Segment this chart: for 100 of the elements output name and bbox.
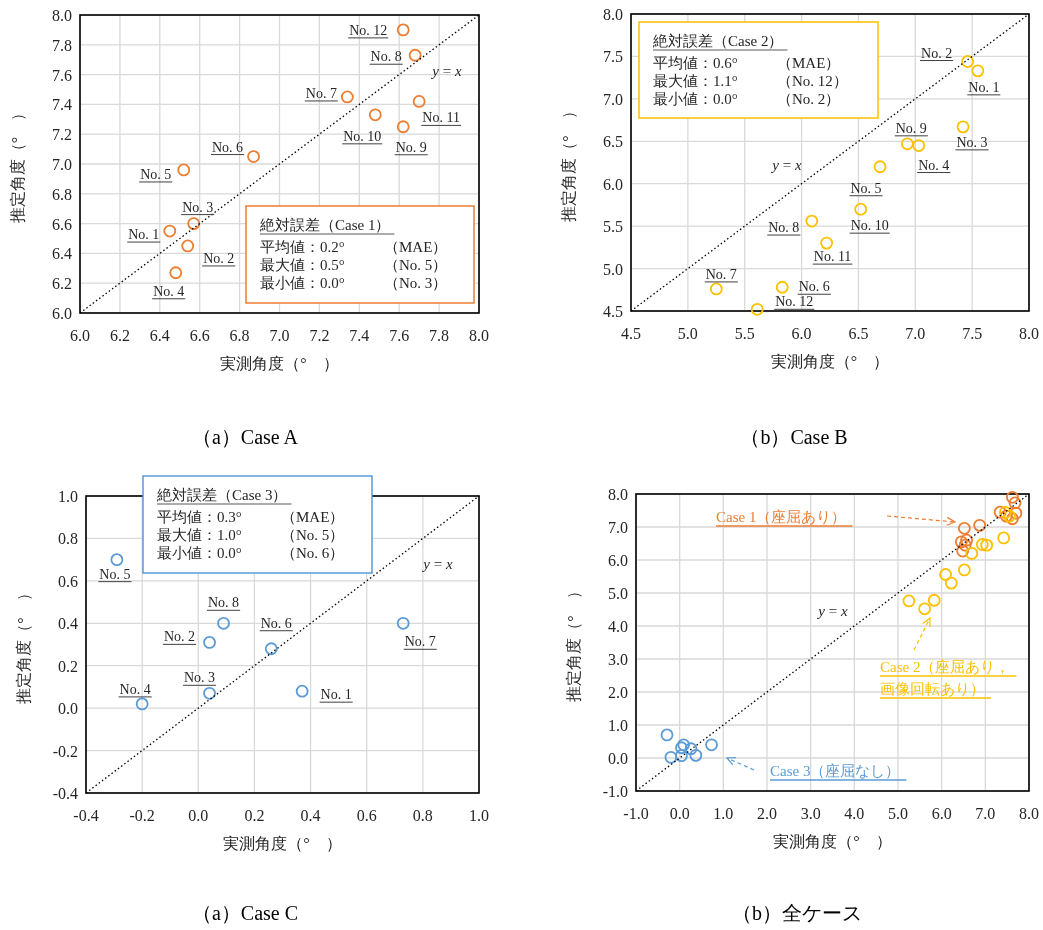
x-tick-label: -0.4 — [73, 807, 99, 824]
x-axis-title: 実測角度（° ） — [223, 835, 342, 852]
text: Case 1（座屈あり） — [716, 509, 847, 525]
y-axis-title: 推定角度（° ） — [9, 104, 26, 224]
text: 最小値：0.0° （No. 2） — [653, 91, 841, 107]
x-tick-label: 5.0 — [677, 325, 698, 342]
annotation: No. 2 — [921, 45, 953, 61]
y-tick-label: 0.0 — [608, 750, 628, 767]
annotation: No. 9 — [895, 120, 927, 136]
text: 平均値：0.2° （MAE） — [260, 239, 448, 255]
annotation: 絶対誤差（Case 2） — [652, 33, 784, 49]
x-tick-label: 8.0 — [1019, 805, 1039, 822]
text: （a）Case A — [191, 426, 299, 448]
y-tick-label: 2.0 — [608, 684, 628, 701]
y-tick-label: 6.4 — [52, 245, 72, 263]
x-tick-label: -1.0 — [623, 805, 649, 822]
text: Case 2（座屈あり，画像回転あり） — [880, 659, 1011, 697]
y-tick-label: 7.0 — [603, 90, 623, 108]
x-tick-label: 6.5 — [848, 325, 869, 342]
y-tick-label: 0.8 — [58, 530, 78, 548]
x-tick-label: 7.2 — [309, 327, 330, 344]
y-tick-label: 5.0 — [603, 260, 623, 278]
y-tick-label: 6.6 — [52, 215, 72, 233]
text: （a）Case C — [191, 902, 299, 924]
text: 最大値：1.1° （No. 12） — [653, 73, 848, 89]
x-axis-title: 実測角度（° ） — [773, 833, 892, 850]
y-axis-title: 推定角度（° ） — [15, 585, 32, 704]
y-tick-label: -0.4 — [52, 785, 78, 802]
annotation: No. 5 — [140, 166, 172, 182]
y-tick-label: 7.4 — [52, 96, 72, 114]
x-tick-label: 7.6 — [389, 327, 410, 344]
annotation: No. 12 — [349, 22, 388, 38]
text: 最小値：0.0° （No. 6） — [157, 545, 345, 561]
x-tick-label: 7.0 — [905, 325, 926, 342]
x-tick-label: 7.5 — [962, 325, 983, 342]
series-label: y = x — [816, 603, 848, 619]
x-tick-label: 0.2 — [244, 807, 265, 824]
y-tick-label: 6.0 — [608, 552, 628, 569]
y-tick-label: 8.0 — [603, 6, 623, 23]
annotation: No. 7 — [705, 266, 737, 282]
annotation: No. 7 — [305, 85, 337, 101]
series-label: y = x — [421, 556, 453, 572]
y-tick-label: 6.0 — [52, 305, 72, 322]
x-axis-title: 実測角度（° ） — [220, 355, 339, 372]
y-tick-label: 8.0 — [52, 7, 72, 24]
annotation: No. 8 — [768, 220, 800, 236]
x-tick-label: 0.0 — [188, 807, 209, 824]
x-tick-label: 7.0 — [975, 805, 996, 822]
annotation: No. 5 — [99, 566, 131, 582]
y-tick-label: 0.2 — [58, 657, 78, 675]
x-tick-label: 4.0 — [844, 805, 865, 822]
x-tick-label: 5.5 — [734, 325, 755, 342]
y-tick-label: 6.8 — [52, 185, 72, 203]
x-tick-label: 7.4 — [349, 327, 370, 344]
y-tick-label: 1.0 — [608, 717, 628, 734]
annotation: No. 1 — [968, 79, 1000, 95]
x-tick-label: 5.0 — [888, 805, 908, 822]
annotation: 絶対誤差（Case 1） — [259, 217, 391, 233]
y-tick-label: 7.0 — [608, 519, 628, 536]
y-tick-label: 7.5 — [603, 48, 623, 66]
annotation: No. 4 — [153, 283, 185, 299]
y-axis-title: 推定角度（° ） — [560, 103, 577, 222]
y-tick-label: 5.0 — [608, 585, 628, 602]
x-tick-label: 6.4 — [149, 327, 170, 344]
y-tick-label: 7.0 — [52, 156, 72, 173]
y-tick-label: 5.5 — [603, 218, 623, 236]
annotation: No. 3 — [182, 199, 214, 215]
annotation: No. 1 — [320, 687, 352, 703]
annotation: No. 2 — [203, 250, 235, 266]
y-axis-title: 推定角度（° ） — [565, 583, 582, 702]
y-tick-label: 1.0 — [58, 488, 78, 505]
annotation: No. 1 — [128, 227, 160, 243]
x-tick-label: 4.5 — [621, 325, 641, 342]
y-tick-label: -1.0 — [602, 783, 628, 800]
x-tick-label: 6.8 — [229, 327, 250, 344]
x-tick-label: 7.8 — [429, 327, 450, 344]
y-tick-label: 0.0 — [58, 700, 78, 718]
annotation: No. 3 — [956, 134, 988, 150]
x-tick-label: 6.2 — [109, 327, 130, 344]
annotation: No. 6 — [798, 279, 830, 295]
y-tick-label: 6.2 — [52, 275, 72, 293]
annotation: No. 2 — [163, 629, 196, 645]
x-tick-label: 1.0 — [713, 805, 734, 822]
annotation: No. 5 — [850, 180, 882, 196]
x-tick-label: 1.0 — [469, 807, 489, 824]
text: 最小値：0.0° （No. 3） — [260, 275, 448, 291]
y-tick-label: 6.0 — [603, 175, 623, 193]
annotation: No. 8 — [207, 595, 240, 611]
annotation: No. 4 — [119, 681, 151, 697]
y-tick-label: 7.8 — [52, 36, 72, 54]
x-tick-label: 0.8 — [412, 807, 433, 824]
annotation: No. 11 — [422, 110, 460, 126]
y-tick-label: 0.6 — [58, 572, 78, 590]
text: 平均値：0.3° （MAE） — [157, 509, 345, 525]
x-tick-label: 6.0 — [791, 325, 812, 342]
y-tick-label: 7.6 — [52, 66, 72, 84]
x-tick-label: 6.0 — [931, 805, 952, 822]
annotation: No. 10 — [850, 218, 889, 234]
annotation: 絶対誤差（Case 3） — [156, 487, 288, 503]
y-tick-label: 8.0 — [608, 486, 628, 503]
